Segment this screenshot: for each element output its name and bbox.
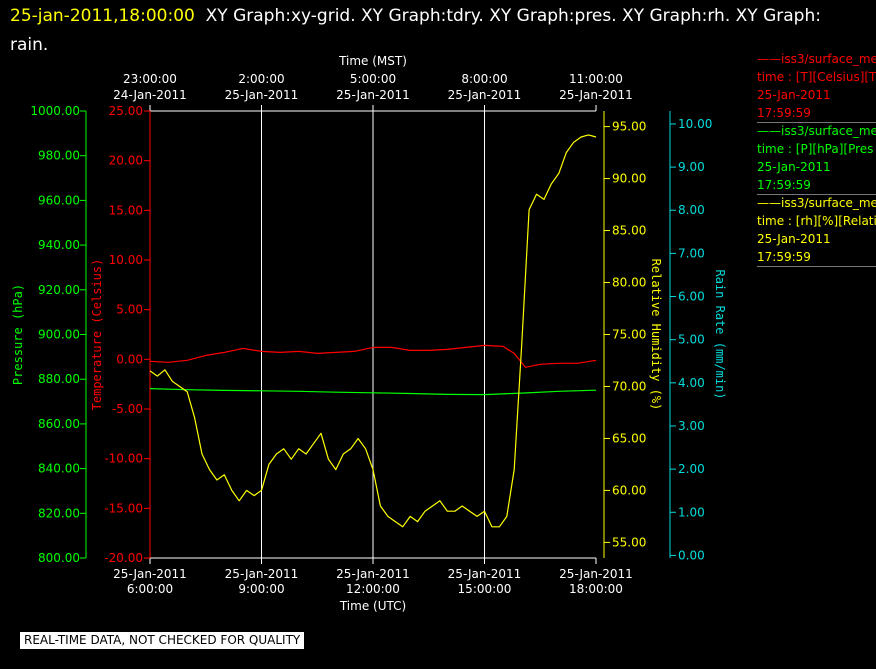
pressure-tick-label: 920.00: [38, 283, 80, 297]
rain-tick-label: 2.00: [678, 462, 705, 476]
x-axis-label: Time (UTC): [339, 599, 406, 613]
x-tick-date: 25-Jan-2011: [336, 567, 410, 581]
legend-line: 25-Jan-2011: [757, 232, 831, 246]
x-tick-time: 12:00:00: [346, 582, 400, 596]
legend-line: 25-Jan-2011: [757, 88, 831, 102]
legend-line: time : [P][hPa][Pres: [757, 142, 874, 156]
rain-axis-title: Rain Rate (mm/min): [713, 269, 727, 399]
pressure-tick-label: 940.00: [38, 238, 80, 252]
legend-line: 17:59:59: [757, 176, 876, 195]
temperature-tick-label: 20.00: [109, 154, 143, 168]
x-tick-date: 25-Jan-2011: [559, 567, 633, 581]
temperature-tick-label: -10.00: [104, 452, 143, 466]
top-tick-time: 23:00:00: [123, 72, 177, 86]
humidity-tick-label: 90.00: [612, 172, 646, 186]
graph-list: XY Graph:xy-grid. XY Graph:tdry. XY Grap…: [10, 6, 821, 55]
pressure-tick-label: 860.00: [38, 417, 80, 431]
x-tick-date: 25-Jan-2011: [113, 567, 187, 581]
top-tick-date: 25-Jan-2011: [559, 88, 633, 102]
top-axis-label: Time (MST): [338, 54, 407, 68]
pressure-series-line: [149, 388, 597, 396]
x-tick-time: 6:00:00: [127, 582, 173, 596]
temperature-tick-label: 0.00: [116, 352, 143, 366]
x-tick-time: 15:00:00: [458, 582, 512, 596]
rain-tick-label: 5.00: [678, 333, 705, 347]
rain-tick-label: 3.00: [678, 419, 705, 433]
x-tick-time: 9:00:00: [238, 582, 284, 596]
top-tick-date: 25-Jan-2011: [448, 88, 522, 102]
legend-line: ——iss3/surface_me: [757, 124, 876, 138]
x-tick-date: 25-Jan-2011: [448, 567, 522, 581]
temperature-axis-title: Temperature (Celsius): [90, 259, 104, 411]
top-tick-time: 5:00:00: [350, 72, 396, 86]
humidity-tick-label: 75.00: [612, 328, 646, 342]
temperature-tick-label: 10.00: [109, 253, 143, 267]
pressure-tick-label: 840.00: [38, 462, 80, 476]
humidity-tick-label: 55.00: [612, 535, 646, 549]
top-tick-time: 11:00:00: [569, 72, 623, 86]
legend-line: 17:59:59: [757, 248, 876, 267]
timestamp: 25-jan-2011,18:00:00: [10, 6, 195, 26]
rain-tick-label: 6.00: [678, 290, 705, 304]
humidity-tick-label: 65.00: [612, 431, 646, 445]
legend-line: 17:59:59: [757, 104, 876, 123]
temperature-series-line: [149, 344, 597, 368]
legend-line: 25-Jan-2011: [757, 160, 831, 174]
rain-tick-label: 0.00: [678, 548, 705, 562]
top-tick-time: 8:00:00: [461, 72, 507, 86]
pressure-tick-label: 960.00: [38, 193, 80, 207]
pressure-tick-label: 980.00: [38, 149, 80, 163]
rain-tick-label: 9.00: [678, 160, 705, 174]
pressure-tick-label: 900.00: [38, 328, 80, 342]
top-tick-date: 25-Jan-2011: [225, 88, 299, 102]
pressure-tick-label: 880.00: [38, 372, 80, 386]
legend-line: time : [T][Celsius][T: [757, 70, 876, 84]
humidity-series-line: [149, 134, 597, 528]
temperature-tick-label: -20.00: [104, 551, 143, 565]
rain-tick-label: 1.00: [678, 505, 705, 519]
rain-tick-label: 8.00: [678, 203, 705, 217]
humidity-axis-title: Relative Humidity (%): [649, 259, 663, 411]
pressure-tick-label: 1000.00: [30, 104, 80, 118]
rain-tick-label: 7.00: [678, 246, 705, 260]
rain-tick-label: 4.00: [678, 376, 705, 390]
legend-line: ——iss3/surface_me: [757, 52, 876, 66]
humidity-tick-label: 80.00: [612, 276, 646, 290]
humidity-tick-label: 60.00: [612, 483, 646, 497]
legend-line: time : [rh][%][Relati: [757, 214, 876, 228]
temperature-tick-label: 15.00: [109, 203, 143, 217]
rain-tick-label: 10.00: [678, 117, 712, 131]
humidity-tick-label: 85.00: [612, 224, 646, 238]
legend-line: ——iss3/surface_me: [757, 196, 876, 210]
graph-title-bar: 25-jan-2011,18:00:00 XY Graph:xy-grid. X…: [10, 2, 860, 60]
top-tick-date: 24-Jan-2011: [113, 88, 187, 102]
pressure-tick-label: 800.00: [38, 551, 80, 565]
pressure-tick-label: 820.00: [38, 506, 80, 520]
temperature-tick-label: -15.00: [104, 501, 143, 515]
humidity-tick-label: 70.00: [612, 379, 646, 393]
pressure-axis-title: Pressure (hPa): [11, 284, 25, 385]
humidity-tick-label: 95.00: [612, 120, 646, 134]
top-tick-time: 2:00:00: [238, 72, 284, 86]
quality-disclaimer: REAL-TIME DATA, NOT CHECKED FOR QUALITY: [20, 632, 305, 649]
x-tick-date: 25-Jan-2011: [225, 567, 299, 581]
temperature-tick-label: -5.00: [112, 402, 143, 416]
temperature-tick-label: 5.00: [116, 303, 143, 317]
temperature-tick-label: 25.00: [109, 104, 143, 118]
top-tick-date: 25-Jan-2011: [336, 88, 410, 102]
x-tick-time: 18:00:00: [569, 582, 623, 596]
